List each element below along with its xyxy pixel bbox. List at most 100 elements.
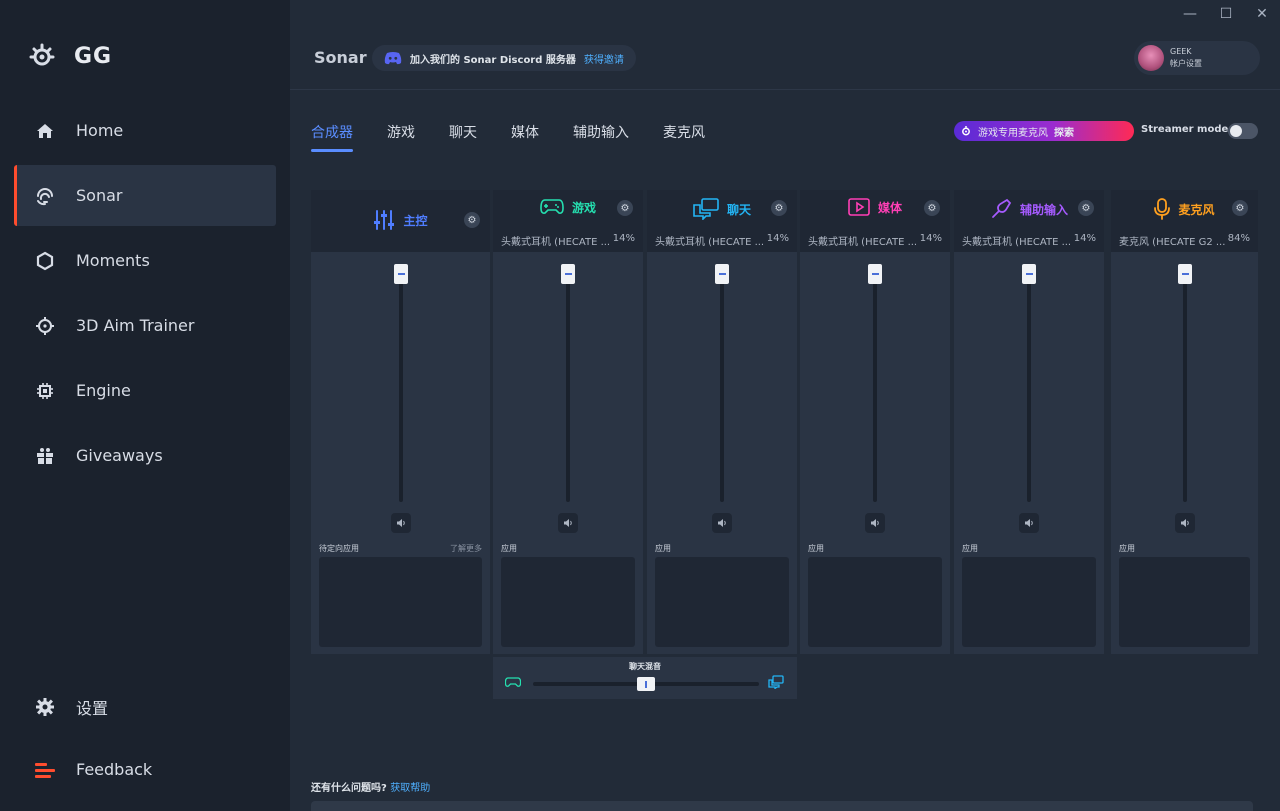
account-settings-link[interactable]: 帐户设置: [1170, 59, 1202, 68]
bottom-panel: [311, 801, 1253, 811]
app-list-label: 应用: [655, 544, 671, 553]
mute-speaker-icon[interactable]: [865, 513, 885, 533]
output-device-selector[interactable]: 头戴式耳机 (HECATE ... 14%: [501, 233, 635, 248]
tab-aux[interactable]: 辅助输入: [573, 125, 629, 141]
app-drop-area[interactable]: [1119, 557, 1250, 647]
device-volume-percent: 84%: [1227, 233, 1250, 244]
volume-slider-track[interactable]: [1183, 276, 1187, 502]
tab-media[interactable]: 媒体: [511, 125, 539, 141]
chatmix-panel: 聊天混音: [493, 657, 797, 699]
channel-name: 聊天: [726, 202, 751, 217]
app-drop-area[interactable]: [962, 557, 1096, 647]
channel-title: 媒体: [800, 198, 950, 216]
sidebar-item-settings[interactable]: 设置: [14, 676, 276, 737]
channel-settings-gear-icon[interactable]: ⚙: [464, 212, 480, 228]
mute-speaker-icon[interactable]: [1019, 513, 1039, 533]
app-drop-area[interactable]: [501, 557, 635, 647]
volume-slider-handle[interactable]: [868, 264, 882, 284]
media-channel-icon: [848, 198, 870, 216]
logo[interactable]: GG: [28, 42, 112, 70]
channel-header: [800, 190, 950, 252]
sidebar-item-label: 设置: [76, 698, 109, 718]
channel-title: 游戏: [493, 198, 643, 216]
channel-name: 游戏: [571, 200, 596, 215]
app-list-label: 应用: [808, 544, 824, 553]
avatar: [1138, 45, 1164, 71]
device-volume-percent: 14%: [919, 233, 942, 244]
sidebar-item-giveaways[interactable]: Giveaways: [14, 425, 276, 486]
volume-slider-handle[interactable]: [1022, 264, 1036, 284]
sidebar-item-engine[interactable]: Engine: [14, 360, 276, 421]
discord-invite-link[interactable]: 获得邀请: [583, 54, 624, 66]
header: Sonar 加入我们的 Sonar Discord 服务器 获得邀请 GEEK …: [290, 28, 1280, 90]
app-drop-area[interactable]: [655, 557, 789, 647]
output-device-selector[interactable]: 头戴式耳机 (HECATE ... 14%: [808, 233, 942, 248]
volume-slider-handle[interactable]: [715, 264, 729, 284]
volume-slider-handle[interactable]: [561, 264, 575, 284]
mute-speaker-icon[interactable]: [1175, 513, 1195, 533]
volume-slider-track[interactable]: [720, 276, 724, 502]
channel-settings-gear-icon[interactable]: ⚙: [924, 200, 940, 216]
device-volume-percent: 14%: [612, 233, 635, 244]
output-device-selector[interactable]: 头戴式耳机 (HECATE ... 14%: [962, 233, 1096, 248]
mixer-tabs: 合成器 游戏 聊天 媒体 辅助输入 麦克风: [311, 122, 739, 152]
mute-speaker-icon[interactable]: [558, 513, 578, 533]
tab-game[interactable]: 游戏: [387, 125, 415, 141]
app-drop-area[interactable]: [319, 557, 482, 647]
sidebar-item-aim-trainer[interactable]: 3D Aim Trainer: [14, 295, 276, 356]
channel-column-mic: 麦克风 ⚙ 麦克风 (HECATE G2 ... 84% 应用: [1111, 190, 1258, 654]
volume-slider-track[interactable]: [566, 276, 570, 502]
volume-slider-track[interactable]: [1027, 276, 1031, 502]
streamer-mode-toggle[interactable]: [1228, 123, 1258, 139]
channel-title: 辅助输入: [954, 198, 1104, 220]
output-device-selector[interactable]: 头戴式耳机 (HECATE ... 14%: [655, 233, 789, 248]
channel-header: [647, 190, 797, 252]
tab-mixer[interactable]: 合成器: [311, 122, 353, 152]
chatmix-label: 聊天混音: [629, 662, 661, 671]
mic-promo-banner[interactable]: 游戏专用麦克风 探索: [954, 121, 1134, 141]
volume-slider-track[interactable]: [399, 276, 403, 502]
help-link[interactable]: 获取帮助: [390, 783, 431, 794]
mic-channel-icon: [1154, 198, 1171, 220]
home-icon: [34, 120, 56, 142]
channel-settings-gear-icon[interactable]: ⚙: [771, 200, 787, 216]
tab-mic[interactable]: 麦克风: [663, 125, 705, 141]
sidebar-item-moments[interactable]: Moments: [14, 230, 276, 291]
sidebar-item-label: Moments: [76, 251, 150, 270]
output-device-name: 头戴式耳机 (HECATE ...: [962, 237, 1072, 248]
output-device-selector[interactable]: 麦克风 (HECATE G2 ... 84%: [1119, 233, 1250, 248]
channel-settings-gear-icon[interactable]: ⚙: [1078, 200, 1094, 216]
mute-speaker-icon[interactable]: [712, 513, 732, 533]
channel-column-game: 游戏 ⚙ 头戴式耳机 (HECATE ... 14% 应用: [493, 190, 643, 654]
close-button[interactable]: ✕: [1256, 6, 1268, 22]
promo-text: 游戏专用麦克风: [978, 127, 1048, 139]
sidebar: GG Home Sonar Moments 3D Aim Trainer: [0, 0, 290, 811]
discord-banner[interactable]: 加入我们的 Sonar Discord 服务器 获得邀请: [372, 45, 636, 71]
mute-speaker-icon[interactable]: [391, 513, 411, 533]
volume-slider-track[interactable]: [873, 276, 877, 502]
aux-channel-icon: [990, 198, 1012, 220]
sidebar-item-sonar[interactable]: Sonar: [14, 165, 276, 226]
account-menu[interactable]: GEEK 帐户设置: [1134, 41, 1260, 75]
app-drop-area[interactable]: [808, 557, 942, 647]
sidebar-item-home[interactable]: Home: [14, 100, 276, 161]
volume-slider-handle[interactable]: [394, 264, 408, 284]
minimize-button[interactable]: —: [1183, 6, 1197, 22]
chip-icon: [34, 380, 56, 402]
channel-settings-gear-icon[interactable]: ⚙: [1232, 200, 1248, 216]
learn-more-link[interactable]: 了解更多: [450, 544, 482, 553]
channel-column-media: 媒体 ⚙ 头戴式耳机 (HECATE ... 14% 应用: [800, 190, 950, 654]
maximize-button[interactable]: ☐: [1219, 6, 1233, 22]
chat-bubbles-icon: [768, 675, 784, 689]
steelseries-mini-icon: [962, 126, 970, 136]
channel-settings-gear-icon[interactable]: ⚙: [617, 200, 633, 216]
device-volume-percent: 14%: [766, 233, 789, 244]
chatmix-slider-handle[interactable]: [637, 677, 655, 691]
tab-chat[interactable]: 聊天: [449, 125, 477, 141]
volume-slider-handle[interactable]: [1178, 264, 1192, 284]
sidebar-item-feedback[interactable]: Feedback: [14, 739, 276, 800]
discord-icon: [384, 52, 402, 65]
app-list-label: 应用: [501, 544, 517, 553]
promo-explore-link[interactable]: 探索: [1054, 127, 1074, 139]
hexagon-icon: [34, 250, 56, 272]
